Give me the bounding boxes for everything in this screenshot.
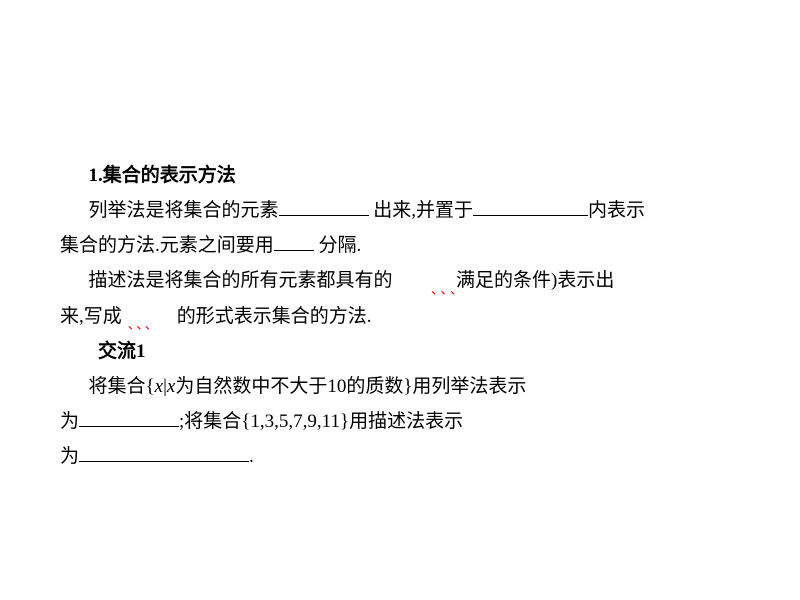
exercise-line2: 为 ;将集合{1,3,5,7,9,11}用描述法表示 — [60, 404, 740, 439]
paragraph-enumeration: 列举法是将集合的元素 出来,并置于 内表示 — [60, 193, 740, 228]
blank-field[interactable] — [279, 197, 369, 216]
subheading-exchange: 交流1 — [60, 334, 740, 369]
p1-lead: 列举法是将集合的元素 — [89, 200, 279, 221]
red-mark: 、、、 — [128, 313, 160, 337]
blank-field[interactable] — [274, 232, 314, 251]
p2-paren: 满足的条件)表示出 — [456, 270, 614, 291]
paragraph-description: 描述法是将集合的所有元素都具有的、、、满足的条件)表示出 — [60, 263, 740, 298]
ex-l1-lead: 将集合{ — [89, 376, 155, 397]
blank-field[interactable] — [473, 197, 588, 216]
exercise-line1: 将集合{x|x为自然数中不大于10的质数}用列举法表示 — [60, 369, 740, 404]
blank-field[interactable] — [79, 408, 179, 427]
p2-l2-lead: 来,写成 — [60, 306, 122, 327]
section-heading: 1.集合的表示方法 — [60, 158, 740, 193]
var-x: x — [155, 376, 163, 397]
ex-l2-lead: 为 — [60, 411, 79, 432]
heading-text: 1.集合的表示方法 — [89, 165, 236, 186]
ex-l1-tail: 为自然数中不大于10的质数}用列举法表示 — [175, 376, 526, 397]
subheading-text: 交流1 — [98, 341, 146, 362]
ex-l3-lead: 为 — [60, 446, 79, 467]
ex-l3-tail: . — [249, 446, 254, 467]
exercise-line3: 为. — [60, 439, 740, 474]
p1-l2-tail: 分隔. — [314, 235, 362, 256]
paragraph-enumeration-l2: 集合的方法.元素之间要用 分隔. — [60, 228, 740, 263]
red-ghost-1: 、、、 — [393, 263, 457, 298]
p2-l2-tail: 的形式表示集合的方法. — [177, 306, 372, 327]
red-ghost-2: 、、、 — [122, 299, 177, 334]
red-mark: 、、、 — [403, 278, 467, 302]
ex-l2-mid: ;将集合{1,3,5,7,9,11}用描述法表示 — [179, 411, 463, 432]
p1-after2: 内表示 — [588, 200, 645, 221]
p1-l2-lead: 集合的方法.元素之间要用 — [60, 235, 274, 256]
document-content: 1.集合的表示方法 列举法是将集合的元素 出来,并置于 内表示 集合的方法.元素之… — [60, 158, 740, 474]
paragraph-description-l2: 来,写成、、、的形式表示集合的方法. — [60, 299, 740, 334]
p1-after1: 出来,并置于 — [369, 200, 474, 221]
p2-lead: 描述法是将集合的所有元素都具有的 — [89, 270, 393, 291]
blank-field[interactable] — [79, 443, 249, 462]
